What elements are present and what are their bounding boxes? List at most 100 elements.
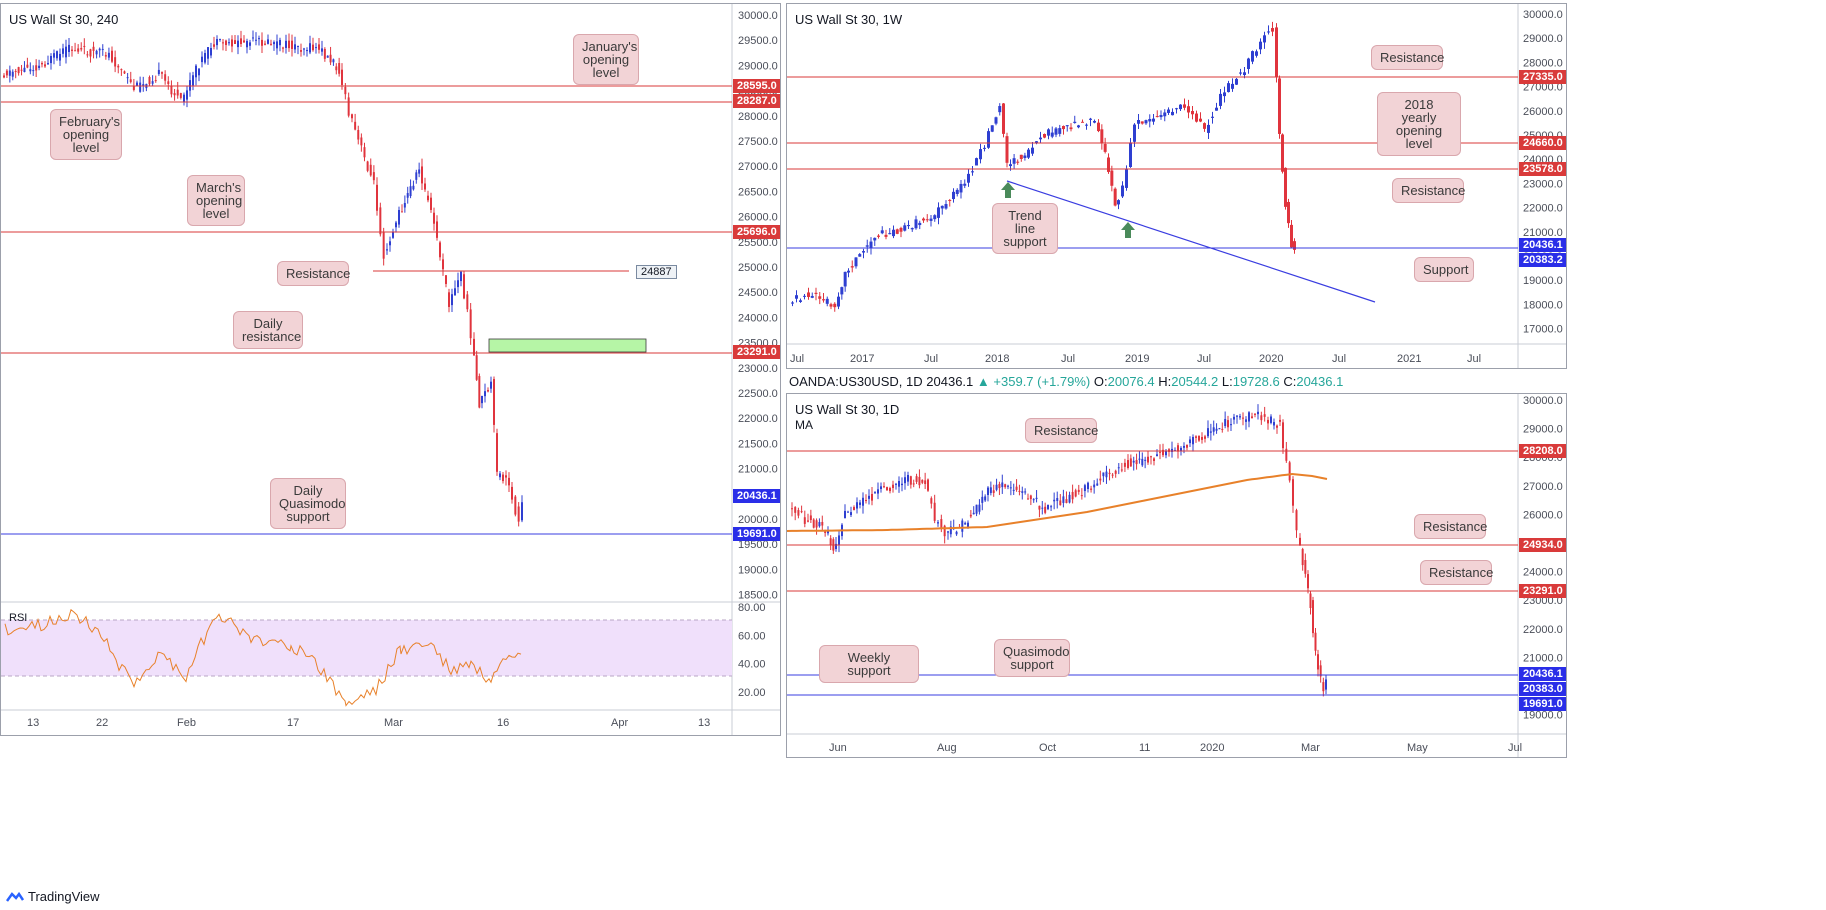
- x-tick-label: Jul: [1508, 742, 1522, 754]
- candle-body: [392, 231, 394, 238]
- h4-chart-panel[interactable]: US Wall St 30, 240 30000.0 29500.0 29000.0…: [0, 3, 781, 736]
- candle-body: [463, 274, 465, 299]
- candle-body: [1203, 123, 1206, 129]
- candle-body: [992, 490, 995, 493]
- candle-body: [1031, 147, 1034, 154]
- candle-body: [167, 81, 170, 84]
- h4-chart-svg[interactable]: 30000.029500.029000.028500.028000.027500…: [1, 4, 780, 735]
- candle-body: [877, 235, 880, 237]
- y-tick-label: 27000.0: [1523, 82, 1563, 94]
- candle-body: [92, 46, 95, 51]
- candle-body: [53, 53, 55, 58]
- candle-body: [1111, 474, 1114, 476]
- callout-weekly-resistance-mid: Resistance: [1392, 178, 1465, 203]
- candle-body: [1239, 416, 1241, 418]
- candle-body: [978, 504, 981, 512]
- candle-body: [924, 480, 927, 485]
- x-tick-label: 2020: [1200, 742, 1224, 754]
- candle-body: [883, 486, 885, 488]
- candle-body: [1293, 241, 1296, 250]
- supply-demand-zone: [488, 338, 647, 353]
- candle-body: [1120, 469, 1123, 471]
- candle-body: [1212, 427, 1215, 432]
- candle-body: [382, 232, 385, 259]
- x-tick-label: Jul: [1467, 353, 1481, 365]
- candle-body: [795, 295, 798, 299]
- candle-body: [264, 43, 266, 45]
- candle-body: [840, 287, 844, 295]
- daily-last-price: 20436.1: [1519, 667, 1566, 681]
- callout-resistance: Resistance: [277, 261, 350, 286]
- candle-body: [825, 298, 829, 304]
- candle-body: [1263, 35, 1266, 43]
- candle-body: [1285, 448, 1288, 461]
- candle-body: [502, 474, 504, 482]
- candle-body: [929, 218, 933, 221]
- candle-body: [1065, 499, 1068, 503]
- candle-body: [1183, 104, 1186, 108]
- candle-body: [1219, 93, 1222, 106]
- candle-body: [439, 242, 441, 258]
- y-tick-label: 22500.0: [738, 388, 778, 400]
- candle-body: [315, 47, 317, 49]
- candle-body: [136, 82, 138, 86]
- candle-body: [937, 207, 940, 218]
- weekly-chart-panel[interactable]: US Wall St 30, 1W 30000.0 29000.0 28000.0 2…: [786, 3, 1567, 369]
- candle-body: [107, 52, 110, 58]
- candle-body: [835, 543, 837, 550]
- candle-body: [445, 275, 447, 284]
- candle-body: [1192, 436, 1194, 445]
- candle-body: [1038, 505, 1041, 510]
- candle-body: [1304, 560, 1307, 574]
- y-tick-label: 29000.0: [738, 60, 778, 72]
- daily-chart-panel[interactable]: US Wall St 30, 1D MA 30000.0 29000.0 28000…: [786, 393, 1567, 758]
- candle-body: [120, 69, 123, 71]
- candle-body: [944, 204, 948, 209]
- y-tick-label: 22000.0: [738, 413, 778, 425]
- candle-body: [11, 71, 14, 77]
- candle-body: [418, 169, 421, 174]
- candle-body: [903, 225, 907, 231]
- candle-body: [1180, 447, 1182, 451]
- daily-levels: [787, 450, 1518, 696]
- candle-body: [1221, 428, 1224, 430]
- candle-body: [1165, 451, 1167, 456]
- candle-body: [1204, 436, 1206, 439]
- candle-body: [961, 520, 964, 532]
- y-tick-label: 27000.0: [1523, 481, 1563, 493]
- y-tick-label: 24000.0: [1523, 567, 1563, 579]
- h4-x-axis: 13 22 Feb 17 Mar 16 Apr 13: [27, 717, 710, 729]
- candle-body: [14, 70, 17, 72]
- candle-body: [237, 40, 239, 48]
- y-tick-label: 28000.0: [1523, 57, 1563, 69]
- candle-body: [937, 522, 939, 524]
- candle-body: [818, 296, 822, 299]
- candle-body: [865, 500, 867, 502]
- candle-body: [1059, 500, 1062, 506]
- y-tick-label: 30000.0: [1523, 395, 1563, 407]
- candle-body: [473, 338, 475, 356]
- candle-body: [1009, 164, 1012, 167]
- candle-body: [1147, 456, 1149, 463]
- candle-body: [933, 502, 936, 521]
- candle-body: [179, 93, 182, 98]
- candle-body: [176, 89, 179, 96]
- candle-body: [904, 477, 906, 484]
- candle-body: [86, 54, 89, 56]
- x-tick-label: 2018: [985, 353, 1009, 365]
- candle-body: [148, 77, 151, 85]
- candle-body: [807, 520, 809, 522]
- tradingview-brand[interactable]: TradingView: [6, 889, 100, 904]
- candle-body: [312, 44, 314, 51]
- y-tick-label: 20.00: [738, 687, 766, 699]
- candle-body: [279, 39, 281, 46]
- candle-body: [892, 484, 894, 489]
- callout-daily-resistance-top: Resistance: [1025, 418, 1098, 443]
- candle-body: [964, 522, 967, 525]
- y-tick-label: 29000.0: [1523, 424, 1563, 436]
- callout-daily-resistance: Daily resistance: [233, 311, 303, 349]
- daily-chart-title: US Wall St 30, 1D: [795, 402, 900, 417]
- weekly-level-20383: 20383.2: [1519, 253, 1566, 267]
- daily-chart-svg[interactable]: 30000.029000.028000.027000.026000.025000…: [787, 394, 1566, 757]
- candle-body: [889, 488, 891, 492]
